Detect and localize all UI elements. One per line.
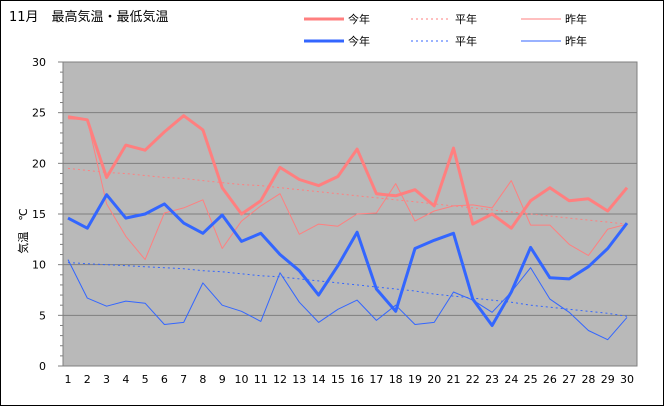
series-lines [67,114,629,341]
x-tick-label: 23 [485,373,499,386]
x-tick-label: 19 [408,373,422,386]
y-tick-label: 30 [32,56,46,69]
y-tick-label: 5 [39,309,46,322]
x-tick-label: 27 [562,373,576,386]
x-tick-label: 2 [84,373,91,386]
legend-label: 平年 [455,34,477,48]
x-tick-label: 21 [447,373,461,386]
x-tick-label: 1 [65,373,72,386]
x-tick-label: 5 [142,373,149,386]
y-tick-label: 0 [39,360,46,373]
series-line-min-normal [67,262,628,317]
legend-label: 平年 [455,12,477,26]
x-tick-label: 12 [273,373,287,386]
x-tick-label: 15 [331,373,345,386]
x-tick-label: 30 [620,373,634,386]
y-tick-label: 15 [32,208,46,221]
x-tick-label: 28 [581,373,595,386]
legend-label: 今年 [348,12,370,26]
y-axis-ticks: 0 5 10 15 20 25 30 [32,56,63,373]
legend-label: 昨年 [565,34,587,48]
legend-label: 昨年 [565,12,587,26]
x-tick-label: 7 [180,373,187,386]
x-tick-label: 6 [161,373,168,386]
x-tick-label: 9 [219,373,226,386]
series-line-min-last_year [67,259,628,341]
x-tick-label: 3 [103,373,110,386]
series-line-min-this_year [67,193,629,327]
x-tick-label: 17 [369,373,383,386]
x-tick-label: 10 [234,373,248,386]
x-tick-label: 25 [524,373,538,386]
series-line-max-this_year [67,114,629,230]
series-line-max-last_year [67,118,628,261]
series-line-max-normal [67,167,628,225]
x-tick-label: 20 [427,373,441,386]
legend-label: 今年 [348,34,370,48]
x-axis-ticks: 1 2 3 4 5 6 7 8 9 10 11 12 13 14 15 16 17 18 19 20 21 22 23 24 2… [65,373,635,386]
y-tick-label: 20 [32,157,46,170]
x-tick-label: 16 [350,373,364,386]
x-tick-label: 13 [292,373,306,386]
y-axis-label: 気温 ℃ [16,208,30,253]
y-tick-label: 25 [32,107,46,120]
x-tick-label: 26 [543,373,557,386]
chart-title: 11月 最高気温・最低気温 [9,9,169,25]
x-tick-label: 11 [254,373,268,386]
x-tick-label: 18 [389,373,403,386]
x-tick-label: 4 [122,373,129,386]
x-tick-label: 22 [466,373,480,386]
x-tick-label: 14 [312,373,326,386]
x-tick-label: 29 [601,373,615,386]
x-tick-label: 24 [504,373,518,386]
x-tick-label: 8 [199,373,206,386]
y-tick-label: 10 [32,259,46,272]
